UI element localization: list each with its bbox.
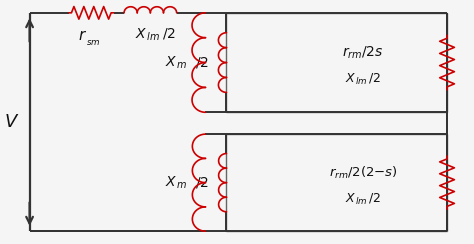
Text: $X_{\,m}$: $X_{\,m}$ (165, 174, 188, 191)
Text: $X_{\,lm}\,/2$: $X_{\,lm}\,/2$ (345, 72, 381, 87)
Text: $r$: $r$ (78, 28, 87, 43)
FancyBboxPatch shape (227, 13, 447, 112)
Text: $r_{rm}/2s$: $r_{rm}/2s$ (342, 45, 384, 61)
Text: $X_{\,lm}\,/2$: $X_{\,lm}\,/2$ (345, 192, 381, 207)
Text: $r_{rm}/2(2{-}s)$: $r_{rm}/2(2{-}s)$ (328, 165, 397, 181)
Text: $/2$: $/2$ (194, 175, 208, 190)
FancyBboxPatch shape (227, 134, 447, 231)
Text: $/2$: $/2$ (194, 55, 208, 70)
Text: $X_{\,lm}$: $X_{\,lm}$ (135, 26, 160, 43)
Text: $X_{\,m}$: $X_{\,m}$ (165, 54, 188, 71)
Text: $V$: $V$ (3, 113, 19, 131)
Text: $/2$: $/2$ (162, 26, 175, 41)
Text: $_{sm}$: $_{sm}$ (86, 35, 101, 48)
